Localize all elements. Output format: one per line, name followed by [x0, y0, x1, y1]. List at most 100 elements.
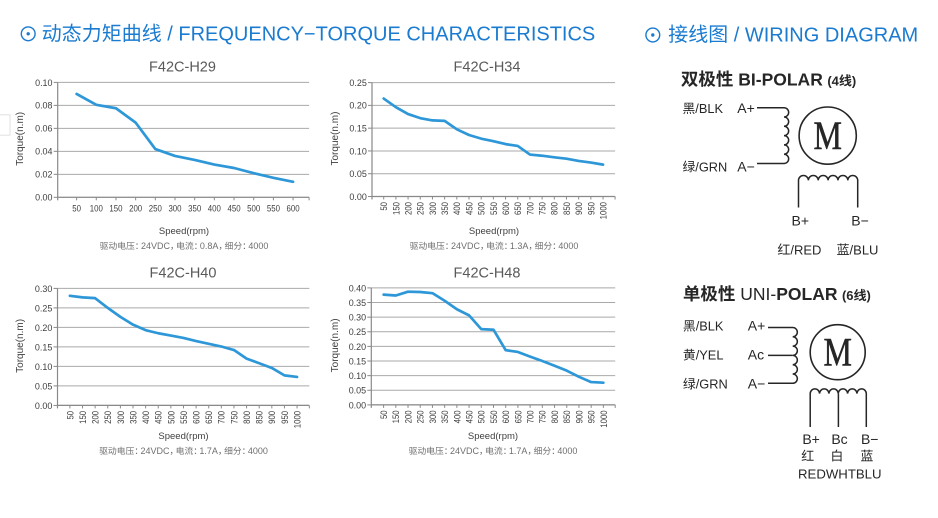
svg-text:50: 50 [64, 411, 75, 420]
svg-text:600: 600 [500, 202, 511, 215]
svg-text:350: 350 [127, 411, 138, 424]
svg-text:Bc: Bc [831, 431, 847, 447]
svg-text:750: 750 [537, 202, 548, 215]
svg-text:0.10: 0.10 [349, 370, 366, 381]
svg-text:24VDC: 24VDC [140, 446, 170, 456]
svg-text:0.20: 0.20 [349, 341, 366, 352]
svg-text:A−: A− [748, 375, 766, 391]
svg-text:24VDC: 24VDC [141, 241, 171, 251]
svg-text:0.06: 0.06 [35, 123, 52, 134]
svg-text:0.02: 0.02 [35, 169, 52, 180]
svg-text:1000: 1000 [291, 411, 302, 428]
svg-text:/BLK: /BLK [696, 319, 724, 334]
svg-text:750: 750 [228, 411, 239, 424]
svg-text:0.20: 0.20 [349, 100, 366, 111]
svg-text:450: 450 [153, 411, 164, 424]
svg-text:0.30: 0.30 [349, 312, 366, 323]
svg-text:350: 350 [439, 202, 450, 215]
svg-text:300: 300 [427, 410, 438, 423]
svg-text:700: 700 [525, 410, 536, 423]
svg-text:400: 400 [208, 203, 221, 214]
svg-text:0.04: 0.04 [35, 146, 52, 157]
svg-text:Torque(n.m): Torque(n.m) [330, 112, 341, 166]
svg-text:250: 250 [149, 203, 162, 214]
svg-text:Ac: Ac [748, 346, 764, 362]
svg-text:Speed(rpm): Speed(rpm) [158, 431, 208, 442]
svg-text:4000: 4000 [558, 241, 578, 251]
svg-text:400: 400 [140, 411, 151, 424]
svg-text:550: 550 [488, 202, 499, 215]
svg-text:REDWHTBLU: REDWHTBLU [798, 467, 882, 482]
svg-text:A−: A− [737, 158, 755, 174]
svg-text:/BLU: /BLU [850, 242, 879, 257]
svg-text:0.05: 0.05 [35, 380, 52, 391]
svg-text:0.10: 0.10 [349, 145, 366, 156]
svg-text:0.00: 0.00 [35, 400, 52, 411]
svg-text:F42C-H40: F42C-H40 [150, 266, 217, 282]
svg-text:850: 850 [254, 411, 265, 424]
svg-text:/BLK: /BLK [695, 101, 723, 116]
svg-text:0.25: 0.25 [349, 77, 366, 88]
svg-text:0.20: 0.20 [35, 322, 52, 333]
svg-text:): ) [867, 288, 871, 303]
svg-text:F42C-H48: F42C-H48 [454, 266, 521, 282]
svg-text:F42C-H34: F42C-H34 [454, 60, 521, 76]
svg-text:0.15: 0.15 [35, 341, 52, 352]
svg-text:4000: 4000 [557, 446, 577, 456]
svg-text:Torque(n.m): Torque(n.m) [15, 112, 26, 166]
svg-text:): ) [852, 73, 856, 88]
svg-text:0.10: 0.10 [35, 361, 52, 372]
svg-text:200: 200 [402, 202, 413, 215]
svg-text:100: 100 [90, 203, 103, 214]
svg-text:/ FREQUENCY−TORQUE CHARACTERIS: / FREQUENCY−TORQUE CHARACTERISTICS [167, 24, 595, 46]
svg-text:POLAR: POLAR [776, 284, 838, 304]
svg-text:200: 200 [129, 203, 142, 214]
svg-text:500: 500 [165, 411, 176, 424]
svg-text:0.00: 0.00 [349, 399, 366, 410]
svg-text:400: 400 [451, 202, 462, 215]
svg-text:B−: B− [851, 213, 869, 229]
svg-text:F42C-H29: F42C-H29 [149, 60, 216, 76]
svg-text:0.30: 0.30 [35, 283, 52, 294]
svg-text:1000: 1000 [597, 202, 608, 219]
svg-text:0.00: 0.00 [349, 191, 366, 202]
svg-text:850: 850 [561, 202, 572, 215]
svg-text:650: 650 [203, 411, 214, 424]
svg-text:300: 300 [115, 411, 126, 424]
svg-text:Speed(rpm): Speed(rpm) [468, 431, 518, 442]
svg-text:950: 950 [585, 202, 596, 215]
svg-text:1.7A: 1.7A [509, 446, 528, 456]
svg-text:450: 450 [463, 410, 474, 423]
svg-text:B−: B− [861, 431, 879, 447]
svg-text:1000: 1000 [598, 410, 609, 427]
svg-text:600: 600 [287, 203, 300, 214]
svg-text:450: 450 [227, 203, 240, 214]
svg-text:/RED: /RED [790, 242, 821, 257]
svg-text:BI-POLAR: BI-POLAR [738, 69, 823, 89]
svg-text:0.15: 0.15 [349, 123, 366, 134]
svg-text:700: 700 [524, 202, 535, 215]
svg-text:250: 250 [415, 410, 426, 423]
svg-text:300: 300 [168, 203, 181, 214]
svg-text:950: 950 [586, 410, 597, 423]
svg-text:Speed(rpm): Speed(rpm) [469, 226, 519, 237]
svg-text:800: 800 [549, 202, 560, 215]
svg-text:500: 500 [476, 202, 487, 215]
svg-text:0.08: 0.08 [35, 100, 52, 111]
svg-text:350: 350 [188, 203, 201, 214]
svg-text:600: 600 [191, 411, 202, 424]
svg-text:24VDC: 24VDC [450, 446, 480, 456]
svg-text:500: 500 [476, 410, 487, 423]
svg-text:/YEL: /YEL [696, 348, 724, 363]
svg-text:Torque(n.m): Torque(n.m) [330, 318, 341, 372]
svg-text:50: 50 [378, 410, 389, 419]
svg-text:0.00: 0.00 [35, 192, 52, 203]
svg-text:0.10: 0.10 [35, 77, 52, 88]
svg-text:0.25: 0.25 [349, 326, 366, 337]
svg-text:24VDC: 24VDC [451, 241, 481, 251]
svg-text:1.3A: 1.3A [510, 241, 529, 251]
svg-text:300: 300 [427, 202, 438, 215]
svg-text:Torque(n.m): Torque(n.m) [15, 319, 26, 373]
svg-text:550: 550 [178, 411, 189, 424]
svg-text:900: 900 [266, 411, 277, 424]
